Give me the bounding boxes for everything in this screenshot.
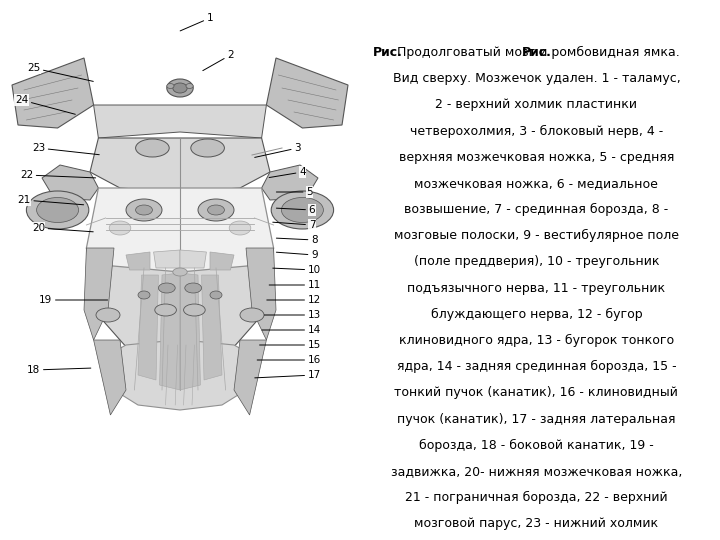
Text: Рис.: Рис. bbox=[521, 46, 552, 59]
Polygon shape bbox=[108, 340, 252, 410]
Text: 1: 1 bbox=[180, 13, 213, 31]
Text: пучок (канатик), 17 - задняя латеральная: пучок (канатик), 17 - задняя латеральная bbox=[397, 413, 675, 426]
Polygon shape bbox=[94, 340, 126, 415]
Text: 2: 2 bbox=[203, 50, 234, 71]
Text: клиновидного ядра, 13 - бугорок тонкого: клиновидного ядра, 13 - бугорок тонкого bbox=[399, 334, 674, 347]
Text: 8: 8 bbox=[276, 235, 318, 245]
Text: 2 - верхний холмик пластинки: 2 - верхний холмик пластинки bbox=[436, 98, 637, 111]
Ellipse shape bbox=[37, 198, 78, 222]
Ellipse shape bbox=[155, 304, 176, 316]
Polygon shape bbox=[160, 273, 180, 390]
Polygon shape bbox=[246, 248, 276, 340]
Text: 13: 13 bbox=[264, 310, 321, 320]
Ellipse shape bbox=[135, 205, 153, 215]
Ellipse shape bbox=[210, 291, 222, 299]
Text: мозжечковая ножка, 6 - медиальное: мозжечковая ножка, 6 - медиальное bbox=[415, 177, 658, 190]
Text: 19: 19 bbox=[39, 295, 107, 305]
Text: мозговой парус, 23 - нижний холмик: мозговой парус, 23 - нижний холмик bbox=[414, 517, 659, 530]
Ellipse shape bbox=[126, 199, 162, 221]
Text: подъязычного нерва, 11 - треугольник: подъязычного нерва, 11 - треугольник bbox=[408, 281, 665, 295]
Ellipse shape bbox=[271, 191, 333, 229]
Text: Рис.: Рис. bbox=[373, 46, 403, 59]
Polygon shape bbox=[126, 252, 150, 270]
Text: 25: 25 bbox=[27, 63, 94, 82]
Text: 24: 24 bbox=[15, 95, 76, 114]
Ellipse shape bbox=[173, 268, 187, 276]
Text: 22: 22 bbox=[19, 170, 96, 180]
Polygon shape bbox=[261, 165, 318, 200]
Ellipse shape bbox=[191, 139, 225, 157]
Ellipse shape bbox=[109, 221, 131, 235]
Ellipse shape bbox=[186, 84, 193, 89]
Text: 10: 10 bbox=[273, 265, 321, 275]
Polygon shape bbox=[202, 275, 222, 380]
Text: верхняя мозжечковая ножка, 5 - средняя: верхняя мозжечковая ножка, 5 - средняя bbox=[399, 151, 674, 164]
Text: 9: 9 bbox=[276, 250, 318, 260]
Polygon shape bbox=[180, 250, 207, 268]
Text: борозда, 18 - боковой канатик, 19 -: борозда, 18 - боковой канатик, 19 - bbox=[419, 438, 654, 452]
Text: 11: 11 bbox=[269, 280, 321, 290]
Text: 6: 6 bbox=[276, 205, 315, 215]
Text: 20: 20 bbox=[32, 223, 93, 233]
Text: возвышение, 7 - срединная борозда, 8 -: возвышение, 7 - срединная борозда, 8 - bbox=[404, 203, 669, 216]
Ellipse shape bbox=[27, 191, 89, 229]
Ellipse shape bbox=[167, 79, 193, 97]
Text: 21: 21 bbox=[17, 195, 84, 205]
Text: 23: 23 bbox=[32, 143, 99, 154]
Text: Вид сверху. Мозжечок удален. 1 - таламус,: Вид сверху. Мозжечок удален. 1 - таламус… bbox=[392, 72, 680, 85]
Polygon shape bbox=[86, 248, 274, 395]
Text: 5: 5 bbox=[276, 187, 313, 197]
Text: 3: 3 bbox=[255, 143, 301, 157]
Ellipse shape bbox=[138, 291, 150, 299]
Polygon shape bbox=[153, 250, 180, 268]
Polygon shape bbox=[94, 105, 266, 138]
Polygon shape bbox=[210, 252, 234, 270]
Polygon shape bbox=[12, 58, 94, 128]
Ellipse shape bbox=[229, 221, 251, 235]
Polygon shape bbox=[86, 188, 274, 272]
Polygon shape bbox=[266, 58, 348, 128]
Ellipse shape bbox=[207, 205, 225, 215]
Text: Продолговатый мозг и ромбовидная ямка.: Продолговатый мозг и ромбовидная ямка. bbox=[393, 46, 680, 59]
Ellipse shape bbox=[240, 308, 264, 322]
Text: 7: 7 bbox=[273, 220, 315, 230]
Text: (поле преддверия), 10 - треугольник: (поле преддверия), 10 - треугольник bbox=[414, 255, 659, 268]
Text: блуждающего нерва, 12 - бугор: блуждающего нерва, 12 - бугор bbox=[431, 308, 642, 321]
Text: 15: 15 bbox=[260, 340, 321, 350]
Text: 18: 18 bbox=[27, 365, 91, 375]
Polygon shape bbox=[180, 273, 200, 390]
Ellipse shape bbox=[282, 198, 323, 222]
Ellipse shape bbox=[185, 283, 202, 293]
Ellipse shape bbox=[173, 83, 187, 93]
Ellipse shape bbox=[198, 199, 234, 221]
Polygon shape bbox=[234, 340, 266, 415]
Text: четверохолмия, 3 - блоковый нерв, 4 -: четверохолмия, 3 - блоковый нерв, 4 - bbox=[410, 124, 663, 138]
Text: мозговые полоски, 9 - вестибулярное поле: мозговые полоски, 9 - вестибулярное поле bbox=[394, 229, 679, 242]
Text: задвижка, 20- нижняя мозжечковая ножка,: задвижка, 20- нижняя мозжечковая ножка, bbox=[391, 465, 682, 478]
Text: 16: 16 bbox=[257, 355, 321, 365]
Polygon shape bbox=[138, 275, 158, 380]
Ellipse shape bbox=[135, 139, 169, 157]
Ellipse shape bbox=[184, 304, 205, 316]
Polygon shape bbox=[42, 165, 99, 200]
Text: 17: 17 bbox=[255, 370, 321, 380]
Ellipse shape bbox=[167, 84, 174, 89]
Text: ядра, 14 - задняя срединная борозда, 15 -: ядра, 14 - задняя срединная борозда, 15 … bbox=[397, 360, 676, 373]
Text: тонкий пучок (канатик), 16 - клиновидный: тонкий пучок (канатик), 16 - клиновидный bbox=[395, 387, 678, 400]
Ellipse shape bbox=[158, 283, 175, 293]
Text: 12: 12 bbox=[267, 295, 321, 305]
Text: 4: 4 bbox=[269, 167, 306, 178]
Polygon shape bbox=[90, 138, 270, 192]
Text: 21 - пограничная борозда, 22 - верхний: 21 - пограничная борозда, 22 - верхний bbox=[405, 491, 667, 504]
Ellipse shape bbox=[96, 308, 120, 322]
Text: 14: 14 bbox=[262, 325, 321, 335]
Polygon shape bbox=[84, 248, 114, 340]
